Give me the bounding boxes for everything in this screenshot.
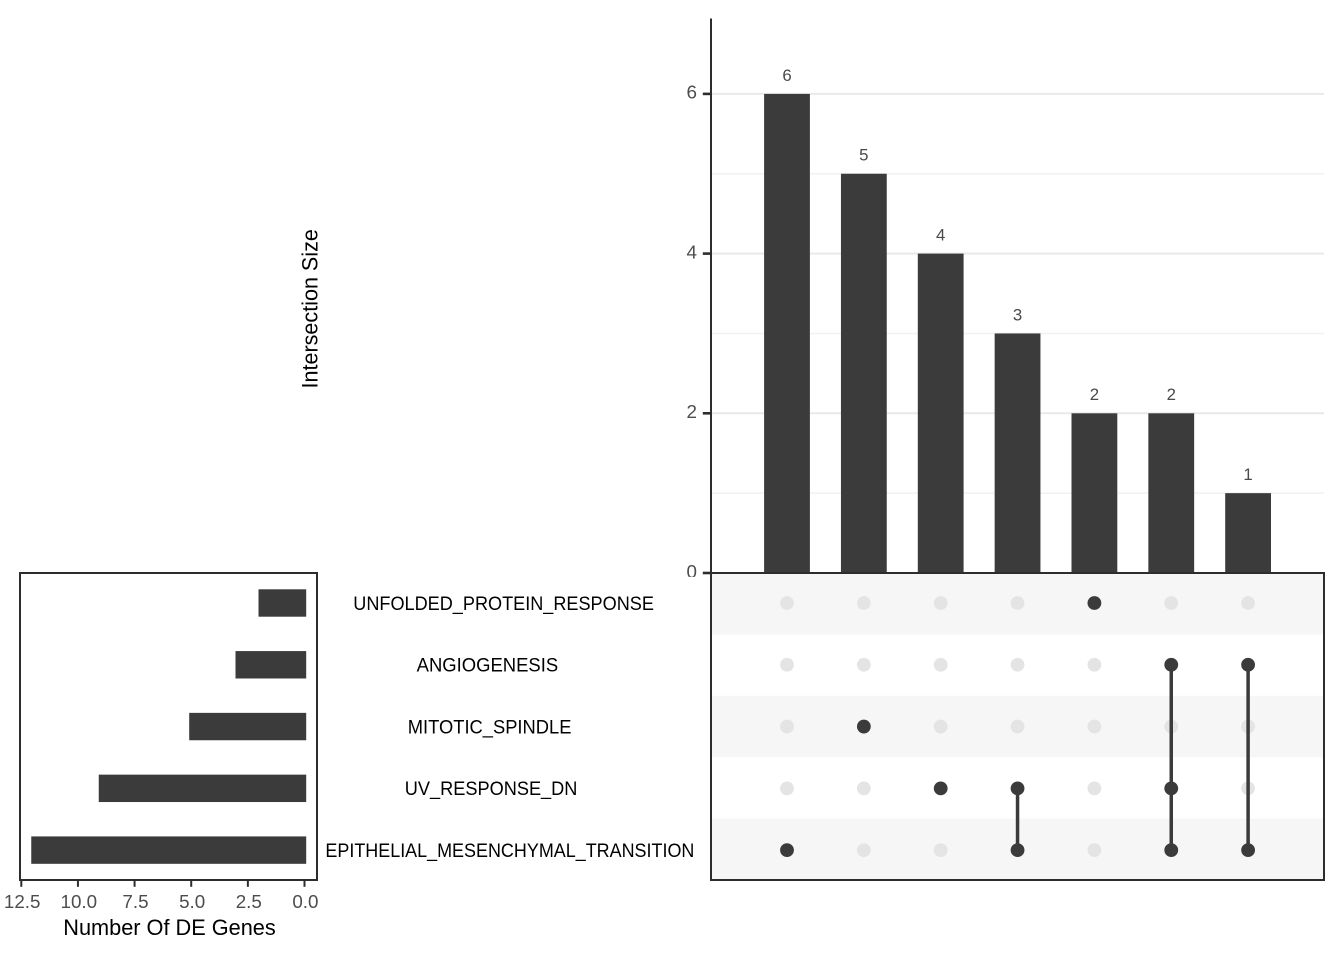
svg-text:Intersection Size: Intersection Size	[298, 229, 323, 388]
svg-text:3: 3	[1013, 305, 1022, 324]
svg-text:2: 2	[687, 401, 697, 422]
svg-text:6: 6	[782, 66, 791, 85]
svg-text:5.0: 5.0	[179, 891, 205, 912]
svg-text:UV_RESPONSE_DN: UV_RESPONSE_DN	[405, 779, 578, 800]
svg-text:1: 1	[1243, 465, 1252, 484]
svg-text:2.5: 2.5	[236, 891, 262, 912]
svg-text:0.0: 0.0	[292, 891, 318, 912]
svg-text:MITOTIC_SPINDLE: MITOTIC_SPINDLE	[408, 717, 572, 738]
svg-text:12.5: 12.5	[4, 891, 41, 912]
svg-text:2: 2	[1167, 385, 1176, 404]
svg-text:2: 2	[1090, 385, 1099, 404]
svg-text:Number Of DE Genes: Number Of DE Genes	[63, 915, 276, 940]
svg-text:10.0: 10.0	[61, 891, 98, 912]
svg-text:UNFOLDED_PROTEIN_RESPONSE: UNFOLDED_PROTEIN_RESPONSE	[353, 594, 654, 615]
svg-text:0: 0	[687, 561, 697, 582]
svg-text:5: 5	[859, 146, 868, 165]
svg-text:4: 4	[936, 226, 945, 245]
svg-text:EPITHELIAL_MESENCHYMAL_TRANSIT: EPITHELIAL_MESENCHYMAL_TRANSITION	[325, 841, 694, 862]
svg-text:7.5: 7.5	[122, 891, 148, 912]
svg-text:4: 4	[687, 241, 697, 262]
svg-text:ANGIOGENESIS: ANGIOGENESIS	[417, 656, 559, 677]
svg-text:6: 6	[687, 82, 697, 103]
